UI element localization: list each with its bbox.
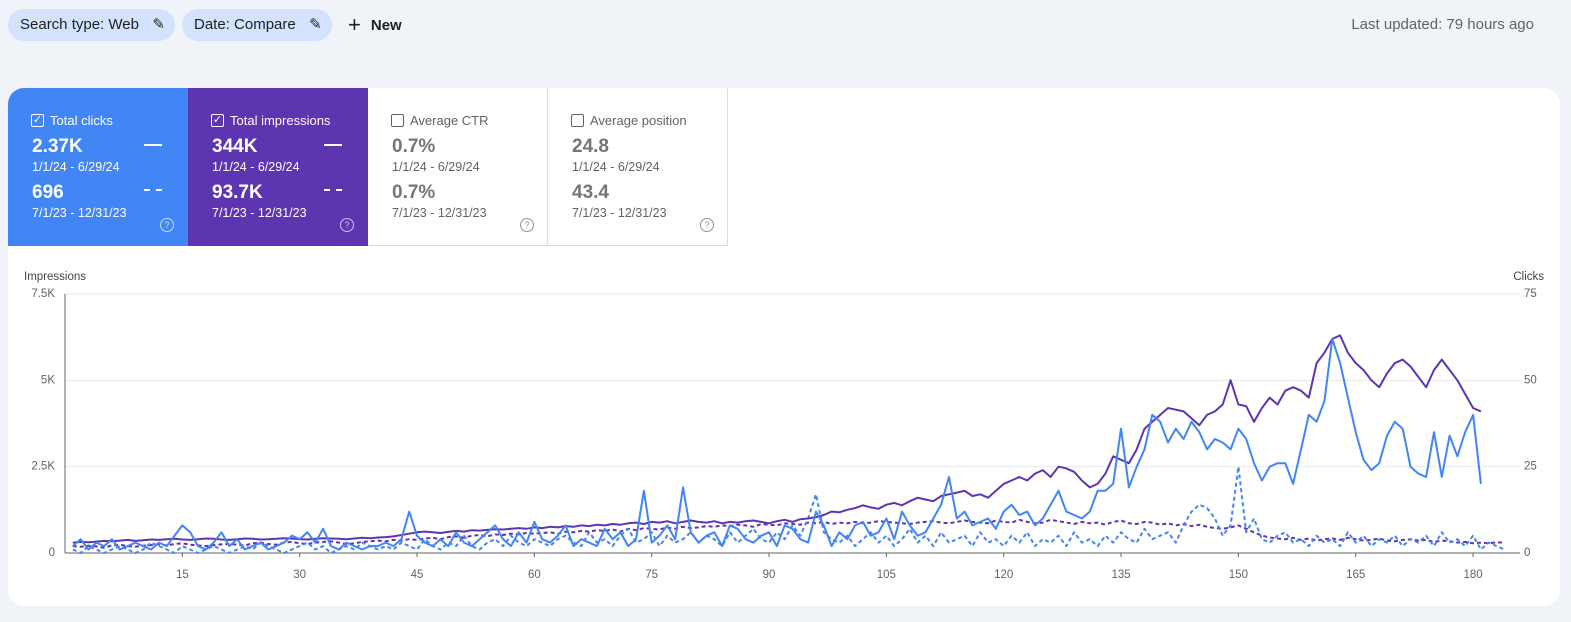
metric-current: 0.7%	[392, 136, 436, 157]
series-line	[72, 518, 1505, 549]
y-tick-label: 2.5K	[31, 461, 55, 473]
legend-dashed	[144, 189, 162, 191]
x-tick-label: 60	[528, 569, 541, 581]
y-tick-label: 0	[49, 547, 55, 559]
help-icon[interactable]: ?	[700, 218, 714, 232]
metric-tile[interactable]: Average position 24.8 1/1/24 - 6/29/24 43.4…	[548, 88, 728, 246]
y2-tick-label: 25	[1524, 461, 1537, 473]
metric-current: 2.37K	[32, 136, 83, 157]
metric-title: Average CTR	[410, 113, 489, 128]
new-label: New	[370, 17, 402, 34]
legend-solid	[144, 144, 162, 146]
new-button[interactable]: + New	[348, 12, 402, 37]
series-line	[72, 334, 1482, 544]
series-line	[72, 337, 1482, 551]
y-tick-label: 5K	[41, 374, 55, 386]
metric-title: Average position	[590, 113, 687, 128]
metric-title: Total impressions	[230, 113, 331, 128]
y2-tick-label: 75	[1524, 288, 1537, 300]
metric-current-range: 1/1/24 - 6/29/24	[572, 160, 660, 174]
metric-current: 344K	[212, 136, 258, 157]
x-tick-label: 15	[176, 569, 189, 581]
metric-current: 24.8	[572, 136, 609, 157]
y-axis-title: Impressions	[24, 271, 86, 283]
metric-tile[interactable]: Average CTR 0.7% 1/1/24 - 6/29/24 0.7% 7/1/2…	[368, 88, 548, 246]
legend-dashed	[324, 189, 342, 191]
checkbox[interactable]	[391, 114, 404, 127]
help-icon[interactable]: ?	[160, 218, 174, 232]
y-tick-label: 7.5K	[31, 288, 55, 300]
y2-tick-label: 0	[1524, 547, 1530, 559]
help-icon[interactable]: ?	[520, 218, 534, 232]
metric-current-range: 1/1/24 - 6/29/24	[392, 160, 480, 174]
x-tick-label: 120	[994, 569, 1013, 581]
legend-solid	[324, 144, 342, 146]
metric-current-range: 1/1/24 - 6/29/24	[32, 160, 120, 174]
metric-current-range: 1/1/24 - 6/29/24	[212, 160, 300, 174]
last-updated: Last updated: 79 hours ago	[1351, 16, 1534, 33]
metric-previous: 43.4	[572, 182, 609, 203]
x-tick-label: 75	[645, 569, 658, 581]
checkbox[interactable]: ✓	[31, 114, 44, 127]
x-tick-label: 150	[1229, 569, 1248, 581]
filter-chip[interactable]: Date: Compare	[182, 9, 332, 41]
x-tick-label: 105	[877, 569, 896, 581]
metric-previous-range: 7/1/23 - 12/31/23	[212, 206, 307, 220]
metric-tile[interactable]: ✓ Total impressions 344K 1/1/24 - 6/29/24 93…	[188, 88, 368, 246]
x-tick-label: 90	[763, 569, 776, 581]
metric-title: Total clicks	[50, 113, 113, 128]
metric-tile[interactable]: ✓ Total clicks 2.37K 1/1/24 - 6/29/24 696 7/1…	[8, 88, 188, 246]
metric-previous: 0.7%	[392, 182, 436, 203]
help-icon[interactable]: ?	[340, 218, 354, 232]
metric-previous-range: 7/1/23 - 12/31/23	[572, 206, 667, 220]
y2-tick-label: 50	[1524, 374, 1537, 386]
x-tick-label: 180	[1463, 569, 1482, 581]
x-tick-label: 135	[1111, 569, 1130, 581]
x-tick-label: 45	[411, 569, 424, 581]
metric-previous-range: 7/1/23 - 12/31/23	[32, 206, 127, 220]
series-line	[72, 465, 1505, 554]
x-tick-label: 165	[1346, 569, 1365, 581]
y2-axis-title: Clicks	[1513, 271, 1544, 283]
metric-previous: 696	[32, 182, 64, 203]
checkbox[interactable]: ✓	[211, 114, 224, 127]
filter-chip[interactable]: Search type: Web	[8, 9, 175, 41]
metric-previous-range: 7/1/23 - 12/31/23	[392, 206, 487, 220]
metric-previous: 93.7K	[212, 182, 263, 203]
checkbox[interactable]	[571, 114, 584, 127]
x-tick-label: 30	[293, 569, 306, 581]
